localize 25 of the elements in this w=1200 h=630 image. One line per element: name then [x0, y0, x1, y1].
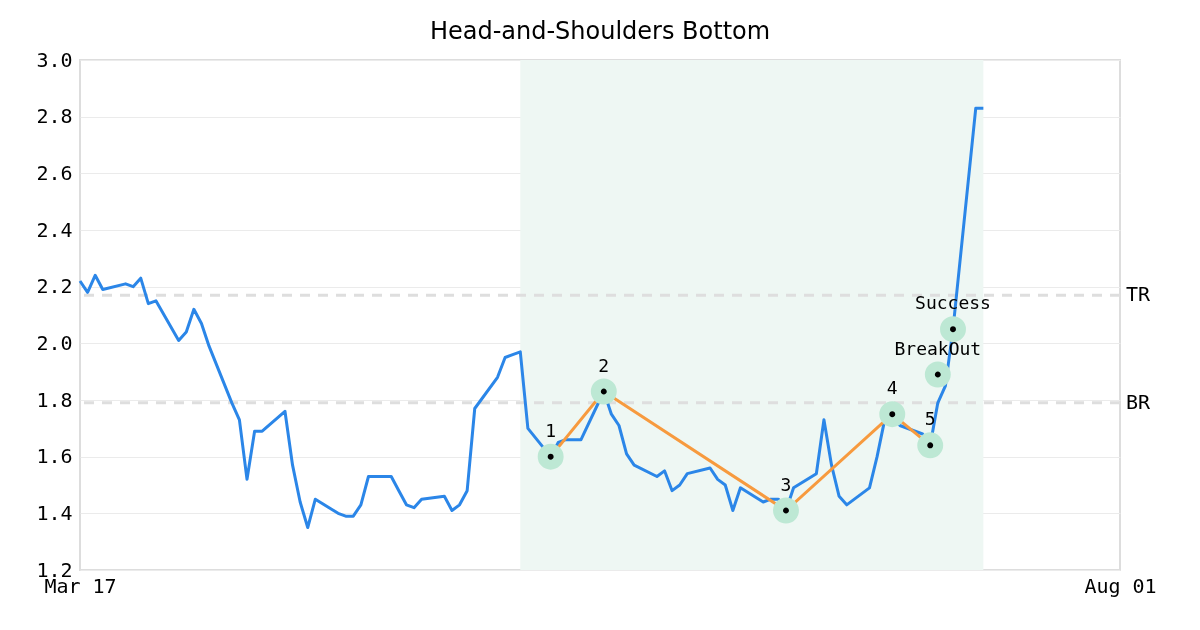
y-tick-label: 2.2: [36, 274, 73, 299]
x-tick-label: Aug 01: [1084, 573, 1157, 598]
point: [537, 443, 564, 470]
chart-title: Head-and-Shoulders Bottom: [429, 17, 771, 45]
annotation: 4: [886, 377, 898, 399]
annotation: 3: [780, 473, 792, 495]
y-tick-label: 2.6: [36, 160, 73, 185]
annotation: 1: [545, 419, 557, 441]
y-tick-label: 1.8: [36, 387, 73, 412]
y-tick-label: 1.6: [36, 444, 73, 469]
annotation: 2: [598, 354, 610, 376]
point: [924, 361, 951, 388]
annotation: 5: [924, 408, 936, 430]
ref-line-label: TR: [1126, 282, 1152, 307]
ref-line-label: BR: [1126, 389, 1152, 414]
y-tick-label: 3.0: [36, 47, 73, 72]
y-tick-label: 1.4: [36, 500, 73, 525]
point: [773, 497, 799, 524]
point: [590, 378, 617, 405]
point: [917, 432, 944, 459]
y-tick-label: 2.0: [36, 330, 73, 355]
point: [940, 316, 966, 343]
y-tick-label: 2.4: [36, 217, 73, 242]
y-tick-label: 2.8: [36, 104, 73, 129]
point: [879, 401, 906, 428]
